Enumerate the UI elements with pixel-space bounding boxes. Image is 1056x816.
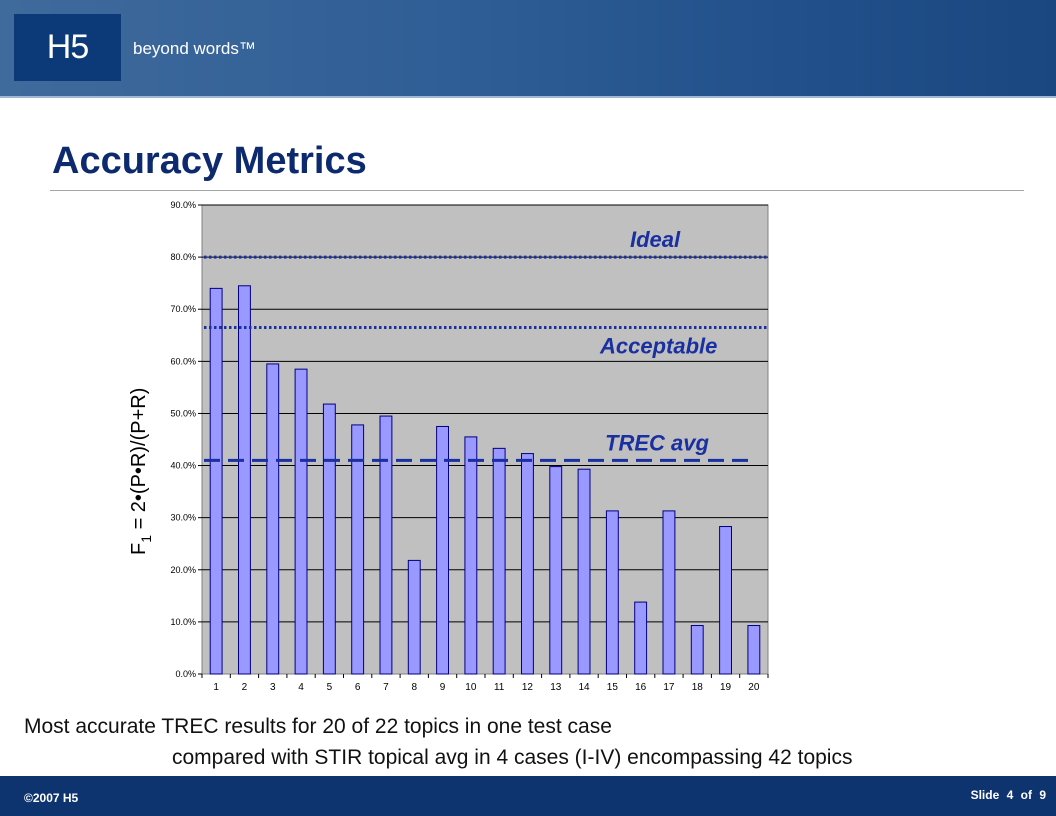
y-tick-label: 70.0% (170, 304, 196, 314)
bar (662, 510, 676, 675)
bar (521, 453, 534, 675)
header-divider (0, 96, 1056, 98)
bar (464, 436, 478, 675)
y-tick-label: 40.0% (170, 461, 196, 471)
bar (209, 287, 223, 675)
caption-line-2: compared with STIR topical avg in 4 case… (172, 746, 853, 769)
y-tick-label: 30.0% (170, 513, 196, 523)
y-tick-label: 80.0% (170, 252, 196, 262)
x-tick-label: 11 (494, 682, 505, 693)
bar (436, 425, 449, 675)
bar (322, 403, 336, 675)
y-tick-label: 10.0% (170, 617, 196, 627)
bar (577, 468, 591, 675)
x-tick-label: 3 (270, 682, 276, 693)
reference-label: TREC avg (605, 430, 709, 455)
slide-counter: Slide 4 of 9 (967, 788, 1046, 802)
bar (407, 559, 421, 675)
x-tick-label: 17 (663, 682, 675, 693)
slide-title: Accuracy Metrics (52, 140, 367, 182)
logo-text: H5 (46, 28, 89, 66)
y-tick-label: 60.0% (170, 356, 196, 366)
x-tick-label: 9 (440, 682, 446, 693)
bar (492, 447, 506, 675)
y-tick-label: 20.0% (170, 565, 196, 575)
bar (549, 466, 563, 675)
tagline: beyond words™ (133, 39, 256, 58)
x-tick-label: 7 (383, 682, 389, 693)
y-tick-label: 50.0% (170, 408, 196, 418)
bar (747, 625, 761, 675)
x-tick-label: 10 (465, 682, 477, 693)
slide-total: 9 (1039, 788, 1046, 802)
bar (238, 285, 251, 675)
x-tick-label: 16 (635, 682, 647, 693)
slide-number: 4 (1006, 788, 1014, 802)
footer-bar: ©2007 H5 Slide 4 of 9 (0, 776, 1056, 816)
bar (294, 368, 308, 675)
y-axis-label: F1 = 2•(P•R)/(P+R) (128, 388, 154, 555)
x-tick-label: 6 (355, 682, 361, 693)
y-tick-label: 0.0% (175, 669, 196, 679)
reference-label: Acceptable (599, 333, 717, 358)
x-tick-label: 20 (748, 682, 760, 693)
header-banner: H5 beyond words™ (0, 0, 1056, 96)
reference-label: Ideal (630, 227, 681, 252)
x-tick-label: 15 (607, 682, 619, 693)
bar (634, 601, 648, 675)
bar (719, 526, 732, 675)
x-tick-label: 1 (213, 682, 219, 693)
slide-word: Slide (970, 788, 1000, 802)
x-tick-label: 4 (298, 682, 304, 693)
y-tick-label: 90.0% (170, 200, 196, 210)
bar (266, 363, 280, 675)
x-tick-label: 2 (242, 682, 248, 693)
x-tick-label: 18 (692, 682, 704, 693)
x-tick-label: 8 (411, 682, 417, 693)
of-word: of (1020, 788, 1032, 802)
x-tick-label: 19 (720, 682, 732, 693)
bar (351, 424, 365, 675)
x-tick-label: 14 (578, 682, 590, 693)
copyright: ©2007 H5 (24, 791, 79, 805)
h5-logo: H5 (14, 14, 121, 81)
x-tick-label: 13 (550, 682, 562, 693)
bar (379, 415, 393, 675)
bar (605, 510, 619, 675)
title-rule (50, 190, 1024, 191)
bar (690, 625, 704, 675)
x-tick-label: 12 (522, 682, 534, 693)
x-tick-label: 5 (327, 682, 333, 693)
caption-line-1: Most accurate TREC results for 20 of 22 … (24, 715, 612, 738)
